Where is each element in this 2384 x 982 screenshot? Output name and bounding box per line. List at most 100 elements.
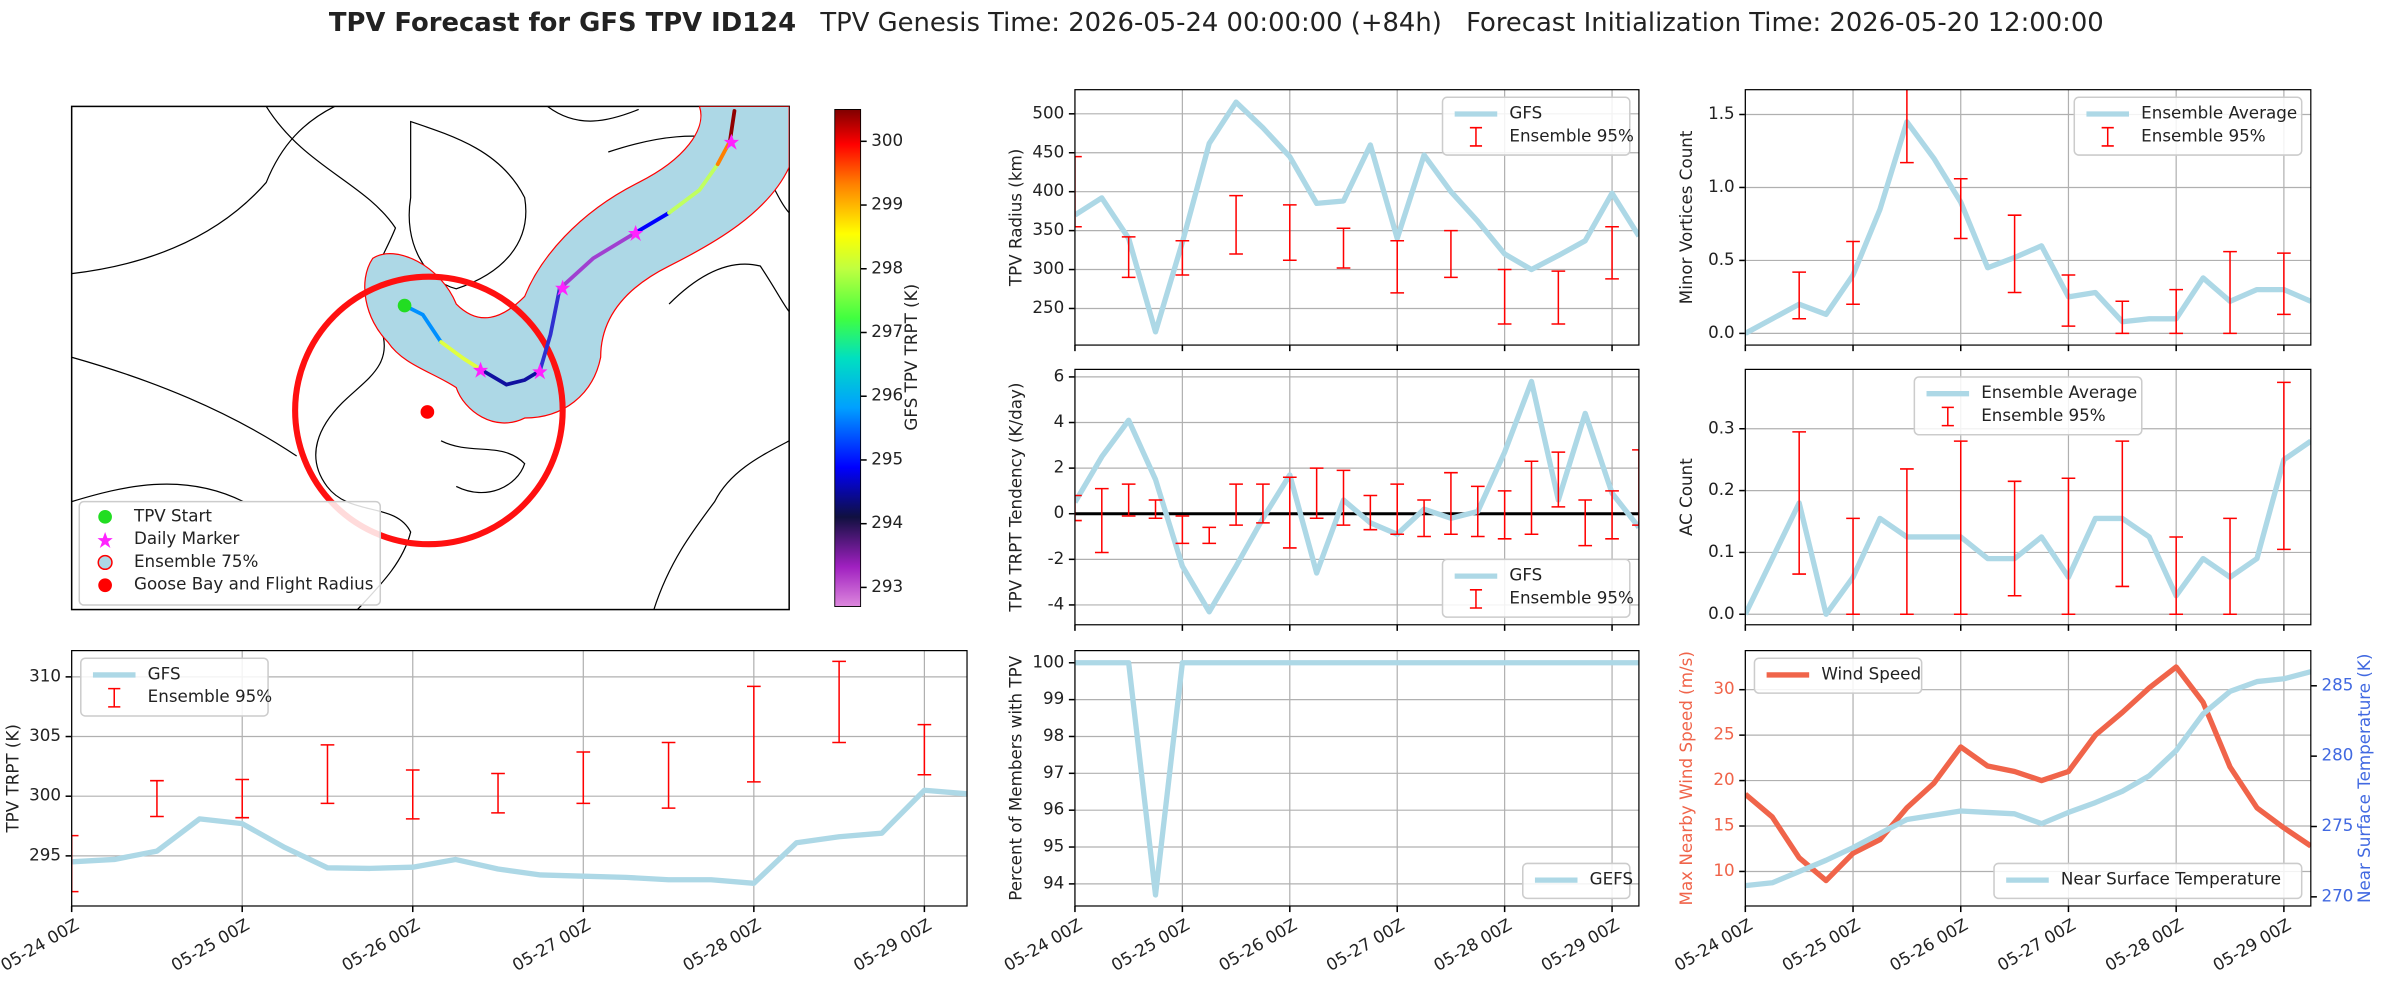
legend-box bbox=[1913, 376, 2143, 436]
error-bar bbox=[2115, 300, 2130, 335]
legend-marker bbox=[98, 510, 112, 524]
legend-label: Ensemble 95% bbox=[2141, 125, 2265, 145]
legend: GEFS bbox=[1522, 862, 1633, 900]
colorbar-tick-label: 297 bbox=[871, 321, 903, 341]
chart: -4 -2 0 2 4 6 TPV TRPT Tendency (K/day) GFSEnse… bbox=[1006, 365, 1640, 631]
colorbar-tick-label: 294 bbox=[871, 512, 903, 532]
error-bar bbox=[1497, 268, 1512, 325]
legend-label: Near Surface Temperature bbox=[2061, 869, 2281, 889]
error-bar bbox=[1497, 490, 1512, 540]
chart: 10 15 20 25 30 270 275 280 285 05-24 00Z 05-25 00Z… bbox=[1671, 650, 2374, 975]
error-bar bbox=[1282, 204, 1297, 261]
error-bar bbox=[1074, 494, 1082, 522]
legend-box bbox=[2073, 96, 2303, 156]
series-line bbox=[1074, 99, 1639, 335]
legend-label: GFS bbox=[1509, 565, 1542, 585]
y-tick-label: 30 bbox=[1713, 678, 1734, 698]
plot-frame bbox=[1074, 650, 1640, 907]
x-tick-label: 05-28 00Z bbox=[679, 914, 764, 975]
legend: GFS Ensemble 95% bbox=[80, 657, 272, 717]
colorbar-ticks: 293 294 295 296 297 298 299 300 bbox=[860, 130, 903, 596]
plot-frame bbox=[1744, 368, 2312, 626]
y-axis-label: Max Nearby Wind Speed (m/s) bbox=[1676, 651, 1696, 905]
error-bar bbox=[1121, 483, 1136, 517]
error-bar bbox=[1229, 194, 1243, 255]
plot-frame bbox=[1074, 368, 1640, 626]
chart: 295 300 305 310 05-24 00Z 05-25 00Z 05-26 00Z 0… bbox=[0, 650, 968, 975]
error-bar bbox=[1363, 494, 1378, 531]
y-tick-label: -4 bbox=[1048, 593, 1065, 613]
x-tick-label: 05-27 00Z bbox=[1323, 914, 1408, 975]
error-bar bbox=[1121, 236, 1136, 279]
error-bar bbox=[1202, 526, 1217, 545]
legend: Near Surface Temperature bbox=[1993, 862, 2303, 900]
x-tick-label: 05-24 00Z bbox=[1000, 914, 1085, 975]
error-bar bbox=[71, 834, 79, 893]
error-bar bbox=[832, 660, 846, 744]
error-bar bbox=[2115, 440, 2130, 588]
plot-frame bbox=[1074, 89, 1640, 346]
error-bar bbox=[1846, 517, 1860, 616]
y-tick-label: 1.0 bbox=[1708, 176, 1735, 196]
x-tick-label: 05-28 00Z bbox=[1430, 914, 1515, 975]
y-tick-label: 95 bbox=[1043, 836, 1064, 856]
legend-label: GFS bbox=[148, 663, 181, 683]
error-bar bbox=[2223, 517, 2237, 616]
y-tick-label: 4 bbox=[1054, 411, 1065, 431]
legend-swatch bbox=[2101, 126, 2114, 147]
error-bar bbox=[1444, 229, 1458, 279]
error-bar bbox=[2061, 274, 2076, 327]
y2-axis-label: Near Surface Temperature (K) bbox=[2354, 654, 2374, 903]
legend-swatch bbox=[108, 687, 121, 708]
y-tick-label: 2 bbox=[1054, 457, 1065, 477]
map: TPV Start Daily Marker Ensemble 75% Goos… bbox=[70, 105, 921, 611]
y-axis-label: TPV TRPT Tendency (K/day) bbox=[1006, 383, 1026, 613]
error-bar bbox=[1524, 460, 1539, 536]
legend-label: Ensemble Average bbox=[2141, 103, 2297, 123]
colorbar-tick-label: 300 bbox=[871, 130, 903, 150]
y2-tick-label: 280 bbox=[2321, 745, 2353, 765]
legend-label: Ensemble 95% bbox=[148, 686, 272, 706]
error-bar bbox=[1390, 483, 1405, 536]
legend-label: Ensemble 75% bbox=[134, 551, 258, 571]
y-tick-label: 0.2 bbox=[1708, 479, 1735, 499]
y-tick-label: 25 bbox=[1713, 724, 1734, 744]
plot-frame bbox=[1744, 650, 2312, 907]
error-bar bbox=[1074, 155, 1082, 228]
colorbar-tick-label: 293 bbox=[871, 576, 903, 596]
error-bar bbox=[2277, 381, 2291, 551]
plot-frame bbox=[1744, 89, 2312, 346]
map-legend: TPV Start Daily Marker Ensemble 75% Goos… bbox=[78, 500, 382, 606]
y-tick-label: 300 bbox=[29, 785, 61, 805]
x-tick-label: 05-28 00Z bbox=[2101, 914, 2186, 975]
y-tick-label: -2 bbox=[1048, 548, 1065, 568]
y-tick-label: 100 bbox=[1032, 651, 1064, 671]
error-bar bbox=[150, 779, 164, 818]
colorbar-tick-label: 295 bbox=[871, 448, 903, 468]
error-bar bbox=[1632, 449, 1639, 526]
legend-label: TPV Start bbox=[133, 505, 212, 525]
legend-marker bbox=[97, 554, 113, 571]
error-bar bbox=[2007, 480, 2022, 597]
legend-label: Ensemble Average bbox=[1981, 382, 2137, 402]
error-bar bbox=[1551, 451, 1566, 508]
error-bar bbox=[1792, 271, 1807, 320]
y-tick-label: 98 bbox=[1043, 725, 1064, 745]
y-tick-label: 450 bbox=[1032, 141, 1064, 161]
error-bar bbox=[1148, 499, 1163, 520]
series-line bbox=[71, 787, 968, 886]
error-bar bbox=[1444, 471, 1458, 536]
x-tick-label: 05-29 00Z bbox=[1537, 914, 1622, 975]
error-bar bbox=[1282, 476, 1297, 549]
error-bar bbox=[917, 723, 932, 776]
x-tick-label: 05-27 00Z bbox=[509, 914, 594, 975]
y-tick-label: 400 bbox=[1032, 180, 1064, 200]
error-bar bbox=[405, 769, 420, 820]
y-axis-label: Minor Vortices Count bbox=[1676, 130, 1696, 304]
y-tick-label: 310 bbox=[29, 665, 61, 685]
legend-label: Ensemble 95% bbox=[1509, 125, 1633, 145]
title: TPV Forecast for GFS TPV ID124 TPV Genesi… bbox=[329, 7, 2104, 37]
